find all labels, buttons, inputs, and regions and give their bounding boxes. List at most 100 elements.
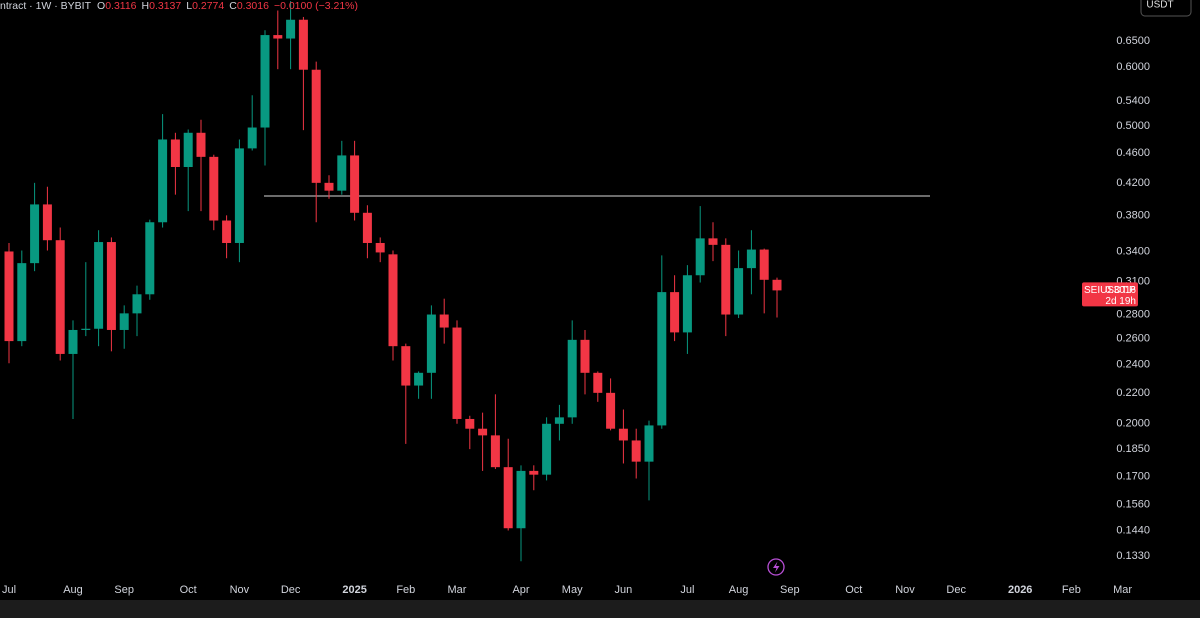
candle-body	[106, 242, 116, 330]
candle-body	[657, 292, 667, 426]
ohlc-label: O	[97, 0, 106, 12]
ohlc-label: H	[141, 0, 150, 12]
candle-body	[631, 440, 641, 462]
y-tick-label: 0.2600	[1116, 332, 1150, 344]
y-tick-label: 0.1560	[1116, 498, 1150, 510]
y-tick-label: 0.1700	[1116, 470, 1150, 482]
candle-body	[695, 238, 705, 276]
candle-body	[234, 148, 244, 243]
ohlc-value: 0.3116	[105, 0, 137, 12]
candle-body	[145, 222, 155, 295]
candle-body	[503, 467, 513, 529]
candle-body	[119, 313, 129, 330]
x-tick-label: Jul	[680, 584, 694, 596]
x-tick-label: Oct	[845, 584, 862, 596]
countdown: 2d 19h	[1105, 296, 1136, 307]
candle-body	[4, 251, 14, 342]
x-tick-label: Oct	[180, 584, 197, 596]
last-price-value: 0.3016	[1105, 285, 1136, 296]
candle-body	[439, 314, 449, 328]
ohlc-label: L	[186, 0, 193, 12]
x-tick-label: Nov	[895, 584, 915, 596]
candle-body	[708, 238, 718, 245]
candle-body	[554, 417, 564, 424]
y-tick-label: 0.1330	[1116, 550, 1150, 562]
y-tick-label: 0.1440	[1116, 524, 1150, 536]
candle-body	[606, 392, 616, 429]
x-tick-label: Sep	[780, 584, 800, 596]
change: −0.0100 (−3.21%)	[273, 0, 358, 12]
last-price-box	[1082, 282, 1138, 307]
x-tick-label: Aug	[729, 584, 749, 596]
x-tick-label: Apr	[512, 584, 529, 596]
candle-body	[567, 339, 577, 418]
x-tick-label: Mar	[448, 584, 467, 596]
y-tick-label: 0.6500	[1116, 35, 1150, 47]
candle-body	[375, 242, 385, 253]
y-tick-label: 0.1850	[1116, 443, 1150, 455]
candle-body	[170, 139, 180, 167]
candles	[4, 1, 782, 562]
candle-body	[452, 327, 462, 419]
candle-body	[478, 428, 488, 436]
x-tick-label: Feb	[1062, 584, 1081, 596]
candle-body	[426, 314, 436, 373]
x-tick-label: Dec	[281, 584, 301, 596]
candle-body	[81, 328, 91, 330]
y-tick-label: 0.2000	[1116, 418, 1150, 430]
candle-body	[42, 204, 52, 241]
x-tick-label: Feb	[396, 584, 415, 596]
y-tick-label: 0.4600	[1116, 147, 1150, 159]
candle-body	[414, 372, 424, 386]
candle-body	[337, 155, 347, 191]
candle-body	[401, 346, 411, 386]
candle-body	[247, 127, 257, 149]
y-tick-label: 0.5000	[1116, 120, 1150, 132]
y-tick-label: 0.2200	[1116, 387, 1150, 399]
candle-body	[196, 132, 206, 157]
y-tick-label: 0.2800	[1116, 308, 1150, 320]
x-tick-label: Nov	[230, 584, 250, 596]
candle-body	[644, 425, 654, 462]
candle-body	[55, 240, 65, 354]
x-tick-label: 2025	[342, 584, 366, 596]
candle-body	[759, 249, 769, 280]
x-tick-label: Mar	[1113, 584, 1132, 596]
y-tick-label: 0.4200	[1116, 177, 1150, 189]
x-tick-label: Jun	[615, 584, 633, 596]
candle-body	[746, 249, 756, 269]
x-tick-label: Dec	[946, 584, 966, 596]
y-tick-label: 0.2400	[1116, 358, 1150, 370]
candle-body	[388, 254, 398, 347]
candle-body	[516, 470, 526, 529]
candle-body	[17, 263, 27, 342]
currency-box[interactable]	[1140, 0, 1192, 17]
candle-body	[721, 244, 731, 315]
candle-body	[593, 372, 603, 393]
last-price-symbol: SEIUSDT.P	[1084, 285, 1136, 296]
ohlc-value: 0.3137	[149, 0, 182, 12]
x-tick-label: 2026	[1008, 584, 1032, 596]
x-tick-label: Jul	[2, 584, 16, 596]
currency[interactable]: USDT	[1146, 0, 1173, 11]
x-tick-label: Sep	[114, 584, 134, 596]
candle-body	[670, 292, 680, 333]
ohlc-label: C	[229, 0, 237, 12]
y-tick-label: 0.3800	[1116, 209, 1150, 221]
candle-body	[298, 19, 308, 70]
candle-body	[465, 418, 475, 429]
lightning-icon[interactable]	[767, 558, 785, 576]
candle-body	[209, 156, 219, 221]
candle-body	[260, 35, 270, 128]
candle-body	[30, 204, 40, 264]
candle-body	[490, 435, 500, 468]
ohlc-value: 0.3016	[236, 0, 269, 12]
candle-body	[529, 470, 539, 475]
candle-body	[618, 428, 628, 441]
candle-body	[286, 19, 296, 39]
candle-body	[183, 132, 193, 167]
candle-body	[682, 275, 692, 333]
candle-body	[94, 242, 104, 329]
